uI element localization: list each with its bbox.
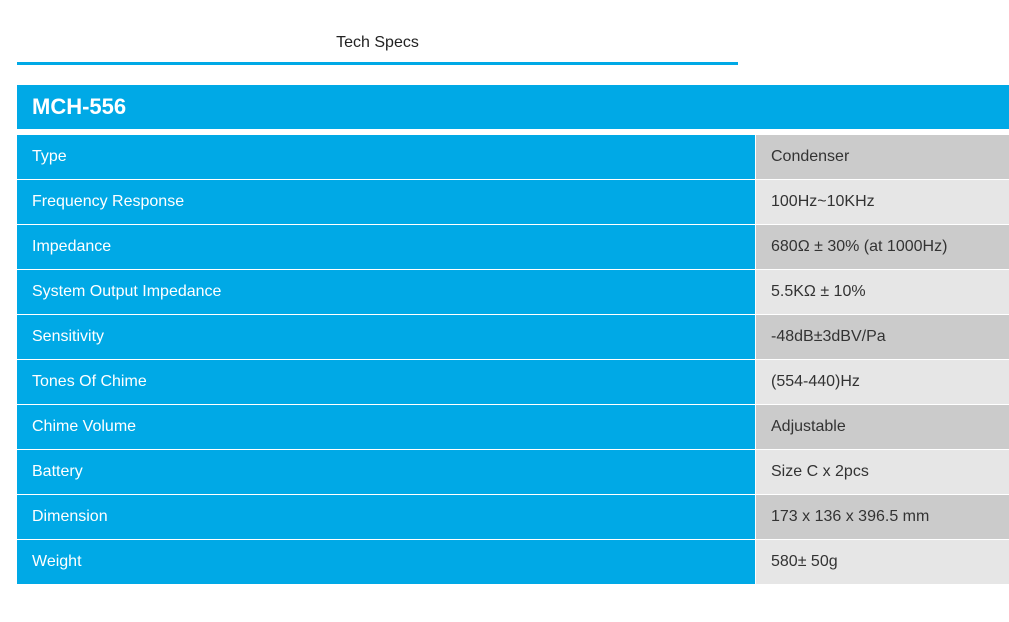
spec-table: Type Condenser Frequency Response 100Hz~… [17,135,1009,585]
spec-label: System Output Impedance [17,270,756,314]
spec-label: Sensitivity [17,315,756,359]
spec-label: Weight [17,540,756,584]
spec-row: Dimension 173 x 136 x 396.5 mm [17,495,1009,540]
spec-value: Adjustable [756,405,1009,449]
spec-label: Impedance [17,225,756,269]
spec-label: Battery [17,450,756,494]
spec-value: 5.5KΩ ± 10% [756,270,1009,314]
spec-value: (554-440)Hz [756,360,1009,404]
tab-bar: Tech Specs [17,28,738,65]
spec-row: Impedance 680Ω ± 30% (at 1000Hz) [17,225,1009,270]
spec-row: Chime Volume Adjustable [17,405,1009,450]
spec-row: Type Condenser [17,135,1009,180]
spec-value: 173 x 136 x 396.5 mm [756,495,1009,539]
tab-tech-specs[interactable]: Tech Specs [336,34,419,51]
spec-row: Sensitivity -48dB±3dBV/Pa [17,315,1009,360]
spec-row: System Output Impedance 5.5KΩ ± 10% [17,270,1009,315]
spec-value: 100Hz~10KHz [756,180,1009,224]
spec-label: Dimension [17,495,756,539]
spec-value: 680Ω ± 30% (at 1000Hz) [756,225,1009,269]
spec-value: Condenser [756,135,1009,179]
spec-value: -48dB±3dBV/Pa [756,315,1009,359]
spec-label: Chime Volume [17,405,756,449]
spec-row: Tones Of Chime (554-440)Hz [17,360,1009,405]
spec-value: Size C x 2pcs [756,450,1009,494]
spec-label: Type [17,135,756,179]
spec-label: Tones Of Chime [17,360,756,404]
spec-row: Battery Size C x 2pcs [17,450,1009,495]
spec-value: 580± 50g [756,540,1009,584]
spec-row: Frequency Response 100Hz~10KHz [17,180,1009,225]
spec-label: Frequency Response [17,180,756,224]
spec-row: Weight 580± 50g [17,540,1009,585]
product-model-title: MCH-556 [17,85,1009,129]
